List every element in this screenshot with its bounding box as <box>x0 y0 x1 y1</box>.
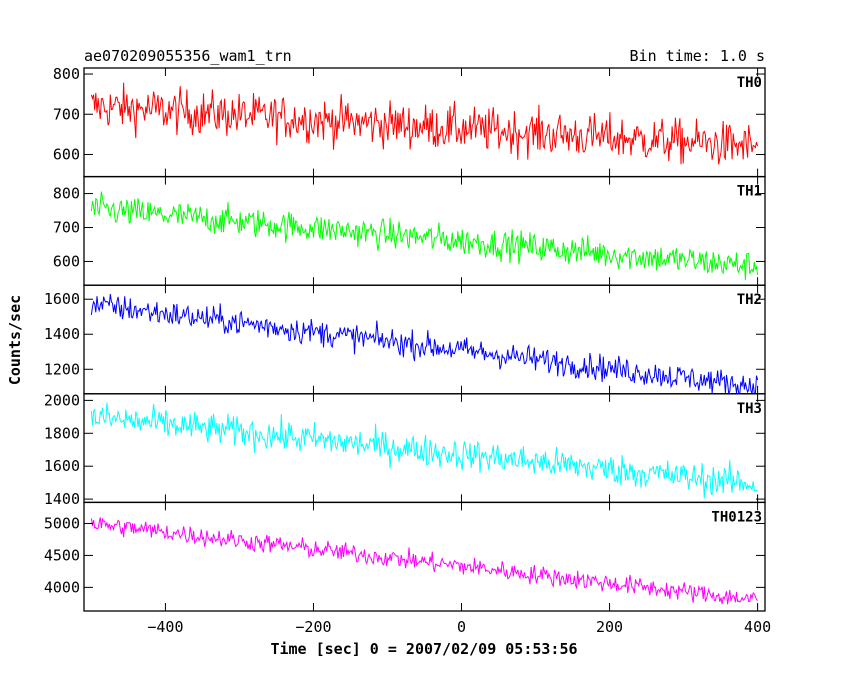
panel-th0123: 4000 4500 5000 TH0123 <box>44 501 766 612</box>
y-tick-label: 800 <box>53 65 80 83</box>
panel-frame <box>83 501 766 612</box>
y-tick-label: 1400 <box>44 490 80 508</box>
panel-th2: 1200 1400 1600 TH2 <box>44 284 766 395</box>
y-tick-label: 2000 <box>44 391 80 409</box>
y-tick-label: 1400 <box>44 325 80 343</box>
series-line-th3 <box>90 402 758 499</box>
y-tick-label: 1600 <box>44 290 80 308</box>
y-tick-label: 1600 <box>44 457 80 475</box>
y-tick-label: 600 <box>53 145 80 163</box>
x-tick-label: 400 <box>744 618 771 636</box>
series-line-th2 <box>90 294 759 395</box>
x-axis: −400 −200 0 200 400 <box>147 618 771 636</box>
y-tick-label: 600 <box>53 252 80 270</box>
panel-label-th1: TH1 <box>737 184 762 200</box>
panel-th1: 600 700 800 TH1 <box>53 175 766 286</box>
x-tick-label: −400 <box>147 618 183 636</box>
x-tick-label: 0 <box>457 618 466 636</box>
y-tick-label: 5000 <box>44 514 80 532</box>
panel-label-th3: TH3 <box>737 401 762 417</box>
series-line-th0123 <box>90 517 758 605</box>
panel-label-th2: TH2 <box>737 292 762 308</box>
series-line-th1 <box>90 191 759 281</box>
y-tick-label: 4000 <box>44 578 80 596</box>
y-tick-label: 700 <box>53 219 80 237</box>
panel-label-th0: TH0 <box>737 75 762 91</box>
y-tick-label: 700 <box>53 105 80 123</box>
panel-frame <box>83 175 766 286</box>
y-axis-label: Counts/sec <box>6 295 24 385</box>
chart-title: ae070209055356_wam1_trn <box>84 47 292 65</box>
x-tick-label: −200 <box>295 618 331 636</box>
series-line-th0 <box>90 82 759 165</box>
x-axis-label: Time [sec] 0 = 2007/02/09 05:53:56 <box>270 640 577 658</box>
y-tick-label: 4500 <box>44 546 80 564</box>
bin-time-label: Bin time: 1.0 s <box>630 47 765 65</box>
y-tick-label: 1800 <box>44 424 80 442</box>
panel-th3: 1400 1600 1800 2000 TH3 <box>44 391 766 508</box>
panel-th0: 600 700 800 TH0 <box>53 65 766 178</box>
y-tick-label: 800 <box>53 185 80 203</box>
panel-label-th0123: TH0123 <box>711 509 762 525</box>
y-tick-label: 1200 <box>44 360 80 378</box>
x-tick-label: 200 <box>596 618 623 636</box>
